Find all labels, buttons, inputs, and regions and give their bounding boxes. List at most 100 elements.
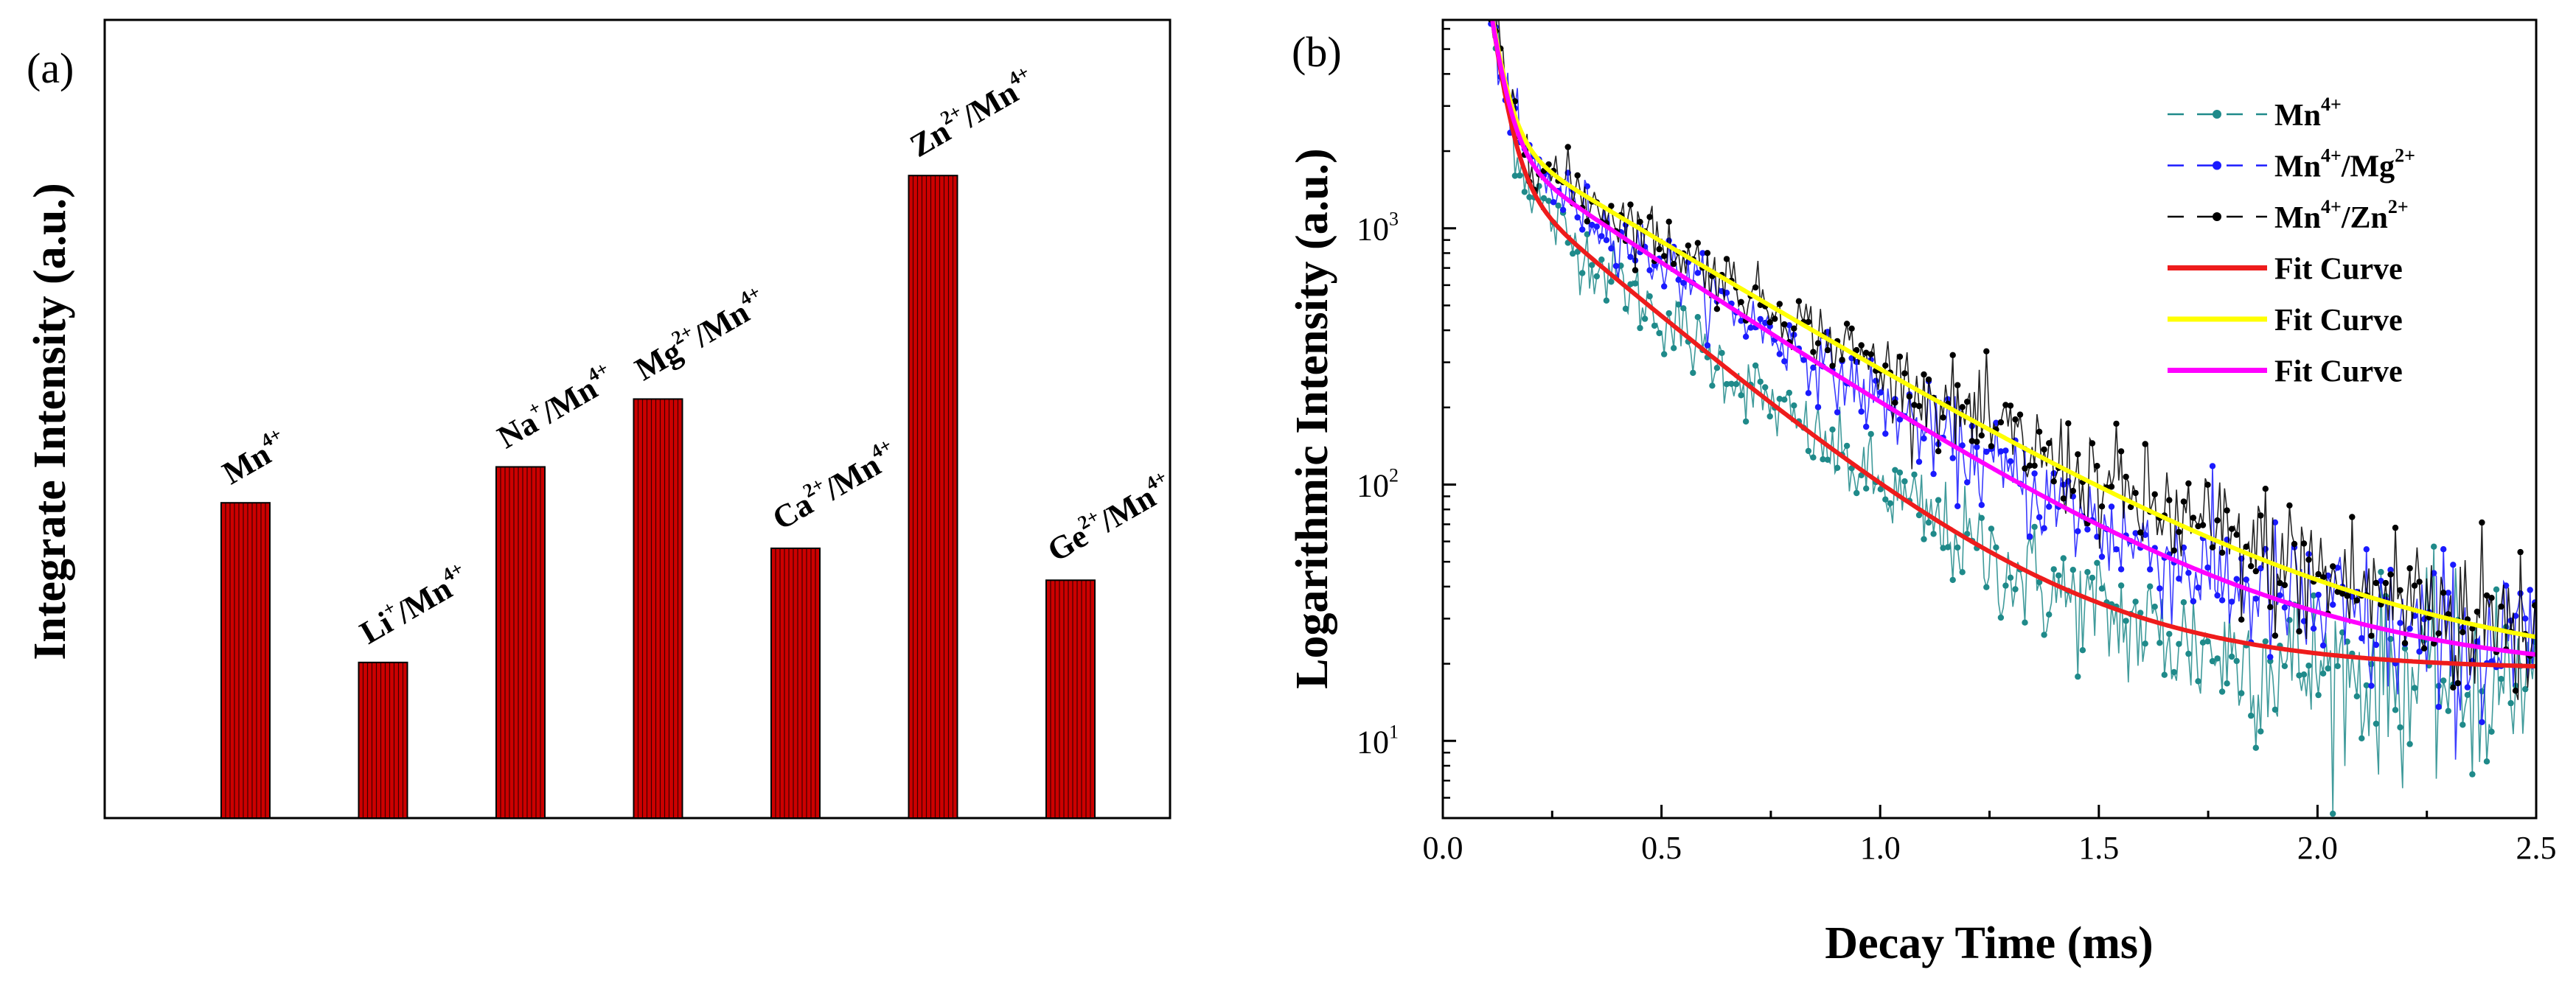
data-point [2498,676,2504,682]
data-point [2050,566,2057,573]
data-point [1488,13,1494,18]
data-point [2041,525,2047,531]
data-point [1559,206,1567,213]
data-point [1713,365,1721,371]
data-point [2300,671,2308,678]
data-point [2252,567,2259,575]
data-point [1665,310,1672,317]
data-point [1882,430,1889,437]
data-point [2238,616,2245,623]
legend-label: Mn4+/Zn2+ [2274,196,2409,235]
label-sup: 4+ [2321,94,2342,115]
data-point [2199,639,2207,646]
data-point [2469,771,2476,778]
data-point [2204,481,2211,488]
data-point [2007,458,2014,464]
data-point [1713,306,1721,312]
data-point [1612,262,1620,270]
data-point [1959,442,1966,449]
panel-a-bar-chart: (a) Integrate Intensity (a.u.) Mn4+ Li+/M… [25,18,1172,820]
data-point [1776,396,1783,402]
data-point [2296,628,2302,635]
data-point [1762,384,1769,391]
data-point [2431,570,2437,576]
y-tick-base: 10 [1357,724,1389,760]
data-point [2382,579,2389,587]
data-point [1887,500,1893,507]
data-point [1742,418,1750,425]
data-point [2334,588,2341,595]
data-point [1896,469,1904,476]
x-tick-label: 1.5 [2078,830,2119,866]
data-point [1704,250,1711,256]
data-point [2474,638,2481,645]
data-point [2098,553,2106,560]
data-point [2228,653,2235,660]
data-point [2113,546,2120,553]
data-point [2156,640,2163,646]
label-tail: /Mg [2341,150,2395,184]
data-point [1570,250,1576,257]
data-point [1772,315,1778,322]
data-point [1964,479,1971,486]
data-point [1680,305,1687,312]
data-point [1858,342,1865,349]
data-point [2373,720,2380,727]
bar-rect [633,398,683,819]
data-point [2474,608,2481,615]
data-point [2117,566,2125,573]
data-point [2488,728,2495,735]
data-point [1892,399,1898,406]
panel-a-bar-labels: Mn4+ Li+/Mn4+ Na+/Mn4+ Mg2+/Mn4+ Ca2+/Mn4+ Zn… [215,61,1171,651]
data-point [1781,358,1788,365]
data-point [2137,529,2144,536]
data-point [1921,536,1927,542]
data-point [1791,332,1797,338]
data-point [1742,333,1750,340]
data-point [1997,448,2005,455]
data-point [1632,280,1639,287]
data-point [1747,324,1754,331]
data-point [2084,526,2091,533]
data-point [2330,601,2336,608]
data-point [1843,321,1851,327]
label-base: Fit Curve [2274,355,2403,389]
data-point [1603,297,1610,304]
data-point [2330,810,2336,817]
label-tail-sup: 2+ [2395,145,2415,167]
data-point [1930,470,1937,478]
data-point [2026,533,2033,540]
data-point [2098,585,2106,592]
data-point [2180,498,2187,505]
data-point [2209,657,2216,665]
data-point [1983,348,1990,354]
data-point [2156,585,2163,592]
data-point [1997,419,2005,426]
data-point [1949,352,1956,358]
data-point [2319,642,2327,649]
bar-label-5: Zn2+/Mn4+ [902,61,1042,164]
data-point [2507,699,2514,707]
data-point [2050,478,2057,485]
data-point [1892,467,1898,473]
x-tick-label: 1.0 [1860,830,1901,866]
data-point [1853,489,1860,497]
data-point [2218,688,2226,695]
data-point [2022,465,2028,472]
data-point [1805,390,1812,397]
data-point [1517,172,1523,179]
label-base: Mn [2274,99,2321,133]
data-point [1555,202,1562,209]
data-point [2002,402,2009,408]
data-point [2243,543,2249,550]
data-point [1603,237,1610,243]
data-point [2252,744,2259,751]
data-point [2401,640,2409,646]
data-point [1978,432,1985,439]
data-point [2387,571,2394,578]
data-point [2185,570,2192,576]
data-point [1911,402,1918,408]
data-point [2359,635,2365,642]
bar-label-0: Mn4+ [215,423,295,492]
